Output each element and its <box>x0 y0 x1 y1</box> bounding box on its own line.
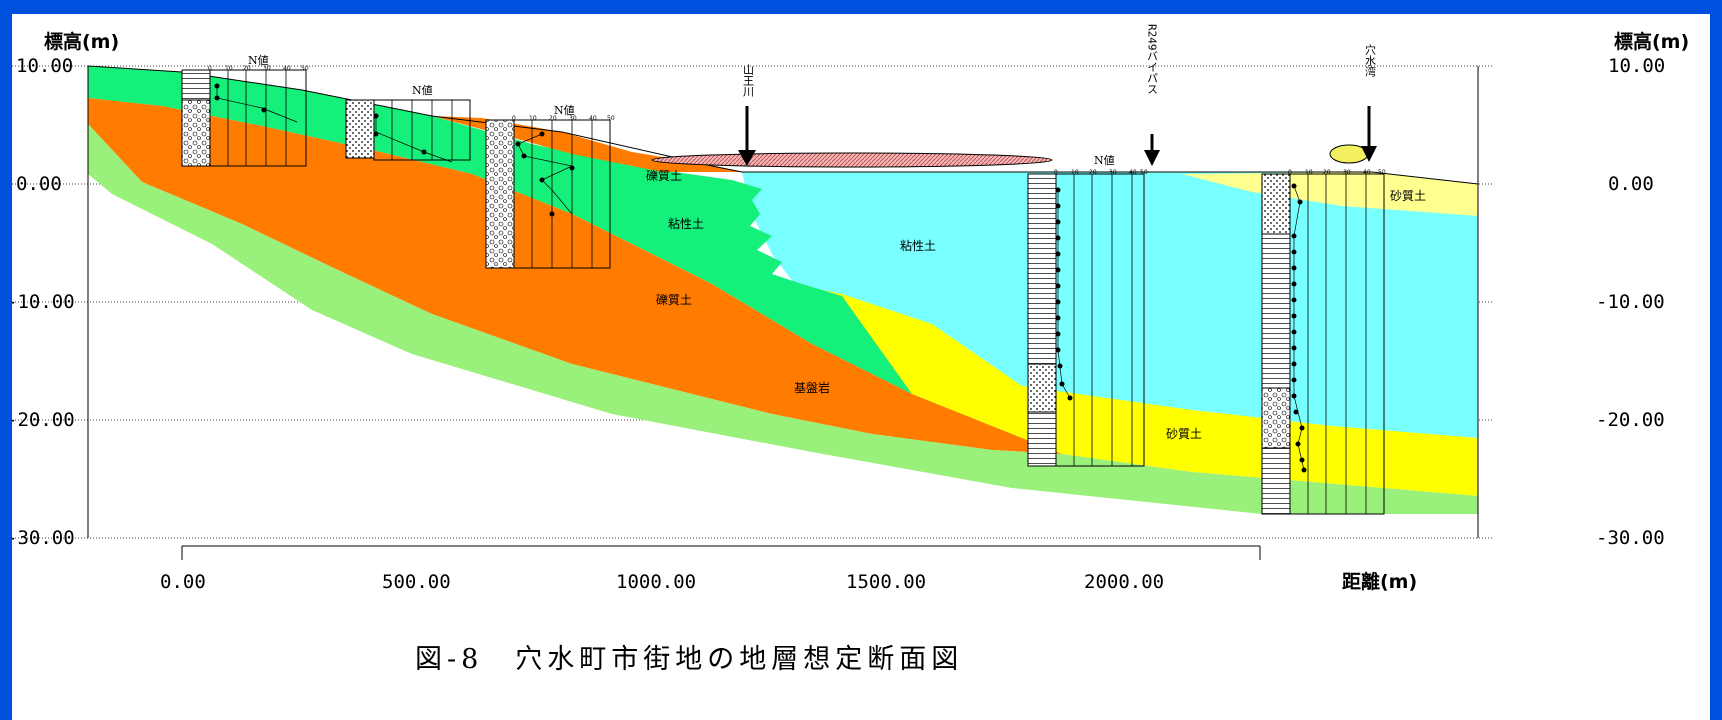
y-unit-right: 標高(m) <box>1614 30 1689 53</box>
x-tick-1500: 1500.00 <box>846 571 926 593</box>
label-clay-1: 粘性土 <box>668 216 704 231</box>
borehole-4 <box>1027 173 1145 467</box>
svg-text:0: 0 <box>1288 169 1292 176</box>
label-gravel-1: 礫質土 <box>646 168 682 183</box>
arrows <box>738 106 1377 166</box>
svg-text:10: 10 <box>1305 169 1313 176</box>
svg-text:0: 0 <box>512 115 516 122</box>
layer-labels: 礫質土 粘性土 礫質土 粘性土 基盤岩 砂質土 砂質土 <box>646 168 1426 441</box>
svg-text:30: 30 <box>1343 169 1351 176</box>
y-tick-minus30: -30.00 <box>12 527 75 549</box>
figure-area: 標高(m) 10.00 0.00 -10.00 -20.00 -30.00 標高… <box>12 14 1710 720</box>
label-bypass: R249バイパス <box>1146 24 1159 95</box>
svg-text:30: 30 <box>569 115 577 122</box>
n-scale-ticks: 0 10 20 30 40 50 0 10 20 30 40 50 0 10 2… <box>208 65 1386 176</box>
cross-section-diagram: 標高(m) 10.00 0.00 -10.00 -20.00 -30.00 標高… <box>12 24 1689 593</box>
label-bay: 穴水湾 <box>1364 43 1377 78</box>
svg-text:50: 50 <box>1140 169 1148 176</box>
n-label-3: N値 <box>554 104 575 117</box>
svg-text:40: 40 <box>1129 169 1137 176</box>
svg-text:20: 20 <box>1323 169 1331 176</box>
figure-caption: 図-8 穴水町市街地の地層想定断面図 <box>415 644 964 675</box>
svg-text:30: 30 <box>263 65 271 72</box>
axes-frame <box>87 66 1479 560</box>
svg-text:10: 10 <box>529 115 537 122</box>
borehole-5 <box>1261 173 1385 515</box>
label-sand-1: 砂質土 <box>1166 426 1202 441</box>
y-tick-right-10: 10.00 <box>1608 55 1665 77</box>
borehole-2 <box>345 99 471 163</box>
y-tick-right-minus10: -10.00 <box>1596 291 1665 313</box>
x-tick-2000: 2000.00 <box>1084 571 1164 593</box>
label-sand-2: 砂質土 <box>1390 188 1426 203</box>
y-tick-right-0: 0.00 <box>1608 173 1654 195</box>
svg-text:30: 30 <box>1109 169 1117 176</box>
borehole-3 <box>485 119 611 269</box>
x-tick-1000: 1000.00 <box>616 571 696 593</box>
n-value-headers: N値 N値 N値 N値 <box>248 54 1115 167</box>
svg-text:10: 10 <box>225 65 233 72</box>
n-label-1: N値 <box>248 54 269 67</box>
svg-text:0: 0 <box>208 65 212 72</box>
layer-clay-green <box>88 66 912 394</box>
label-river: 山王川 <box>742 64 755 97</box>
ground-surface <box>87 65 1479 185</box>
svg-text:50: 50 <box>301 65 309 72</box>
n-label-4: N値 <box>1094 154 1115 167</box>
layer-gravel-orange-2 <box>88 98 1062 454</box>
svg-text:0: 0 <box>1054 169 1058 176</box>
svg-text:40: 40 <box>283 65 291 72</box>
svg-text:20: 20 <box>1089 169 1097 176</box>
x-tick-500: 500.00 <box>382 571 451 593</box>
layer-sand-pale <box>1182 172 1478 216</box>
layer-bedrock <box>88 124 1478 514</box>
svg-text:50: 50 <box>1378 169 1386 176</box>
svg-text:50: 50 <box>607 115 615 122</box>
y-tick-right-minus20: -20.00 <box>1596 409 1665 431</box>
x-unit: 距離(m) <box>1342 570 1417 593</box>
x-tick-0: 0.00 <box>160 571 206 593</box>
y-tick-minus20: -20.00 <box>12 409 75 431</box>
annotations: 山王川 R249バイパス 穴水湾 <box>742 24 1377 97</box>
svg-text:40: 40 <box>589 115 597 122</box>
borehole-1 <box>181 69 307 167</box>
y-axis-right: 標高(m) 10.00 0.00 -10.00 -20.00 -30.00 <box>1596 30 1689 549</box>
y-tick-right-minus30: -30.00 <box>1596 527 1665 549</box>
river-ellipse <box>651 152 1053 168</box>
label-clay-main: 粘性土 <box>900 238 936 253</box>
svg-text:20: 20 <box>549 115 557 122</box>
svg-text:10: 10 <box>1071 169 1079 176</box>
y-tick-minus10: -10.00 <box>12 291 75 313</box>
label-gravel-2: 礫質土 <box>656 292 692 307</box>
svg-text:20: 20 <box>243 65 251 72</box>
n-label-2: N値 <box>412 84 433 97</box>
x-axis: 0.00 500.00 1000.00 1500.00 2000.00 距離(m… <box>160 570 1417 593</box>
layer-sand-yellow <box>792 284 1478 496</box>
svg-text:40: 40 <box>1363 169 1371 176</box>
y-tick-0: 0.00 <box>16 173 62 195</box>
label-bedrock: 基盤岩 <box>794 380 830 395</box>
y-unit-left: 標高(m) <box>44 30 119 53</box>
y-axis-left: 標高(m) 10.00 0.00 -10.00 -20.00 -30.00 <box>12 30 119 549</box>
y-tick-10: 10.00 <box>16 55 73 77</box>
